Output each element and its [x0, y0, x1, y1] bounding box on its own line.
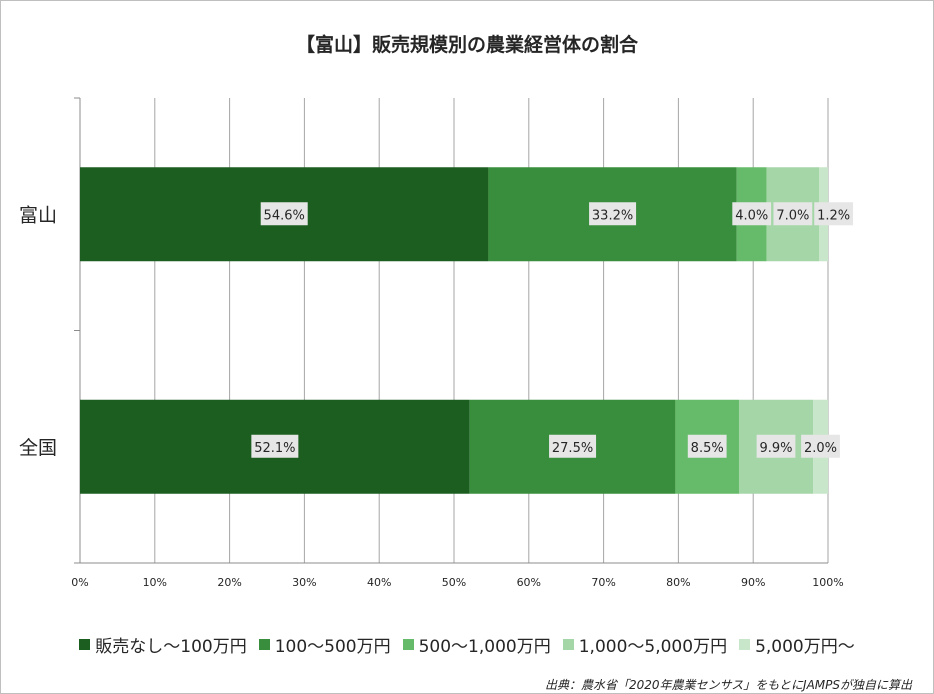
x-tick-label: 80%	[666, 576, 690, 589]
legend-label: 100〜500万円	[274, 637, 391, 657]
x-tick-label: 40%	[367, 576, 391, 589]
data-label: 27.5%	[552, 441, 593, 456]
data-label: 33.2%	[592, 208, 633, 223]
data-label: 7.0%	[776, 208, 809, 223]
data-label: 2.0%	[804, 441, 837, 456]
x-tick-label: 60%	[517, 576, 541, 589]
legend-item: 販売なし〜100万円	[79, 632, 247, 657]
x-tick-label: 0%	[71, 576, 88, 589]
legend-item: 500〜1,000万円	[402, 632, 551, 657]
data-label: 52.1%	[254, 441, 295, 456]
legend-swatch	[739, 639, 751, 650]
data-label: 1.2%	[817, 208, 850, 223]
source-note: 出典：農水省「2020年農業センサス」をもとにJAMPSが独自に算出	[544, 678, 912, 692]
data-label-box	[732, 202, 772, 226]
legend-label: 5,000万円〜	[755, 637, 855, 657]
data-label-box	[773, 202, 813, 226]
data-label: 4.0%	[735, 208, 768, 223]
legend-item: 5,000万円〜	[739, 632, 855, 657]
x-tick-label: 50%	[442, 576, 466, 589]
legend-label: 販売なし〜100万円	[95, 637, 247, 657]
x-tick-label: 30%	[292, 576, 316, 589]
data-label: 54.6%	[264, 208, 305, 223]
category-label: 全国	[19, 437, 57, 459]
legend-item: 1,000〜5,000万円	[562, 632, 728, 657]
data-label-box	[549, 434, 597, 458]
data-label-box	[251, 434, 299, 458]
data-label: 9.9%	[759, 441, 792, 456]
data-label-box	[756, 434, 796, 458]
data-label-box	[589, 202, 637, 226]
legend-swatch	[402, 639, 414, 650]
category-label: 富山	[19, 204, 57, 226]
data-label-box	[687, 434, 727, 458]
x-tick-label: 10%	[143, 576, 167, 589]
chart-title: 【富山】販売規模別の農業経営体の割合	[295, 34, 638, 56]
legend-label: 1,000〜5,000万円	[578, 637, 728, 657]
data-label-box	[814, 202, 854, 226]
data-label: 8.5%	[691, 441, 724, 456]
data-label-box	[260, 202, 308, 226]
x-tick-label: 70%	[591, 576, 615, 589]
legend: 販売なし〜100万円 100〜500万円 500〜1,000万円 1,000〜5,00…	[0, 632, 934, 657]
plot-area: 0% 10% 20% 30% 40% 50% 60% 70% 80% 90% 100% 富山 54.6%…	[19, 97, 854, 589]
legend-swatch	[79, 639, 91, 650]
data-label-box	[801, 434, 840, 458]
legend-swatch	[562, 639, 574, 650]
legend-item: 100〜500万円	[258, 632, 391, 657]
x-tick-label: 100%	[812, 576, 843, 589]
x-tick-label: 20%	[217, 576, 241, 589]
legend-swatch	[258, 639, 270, 650]
x-tick-label: 90%	[741, 576, 765, 589]
legend-label: 500〜1,000万円	[418, 637, 551, 657]
